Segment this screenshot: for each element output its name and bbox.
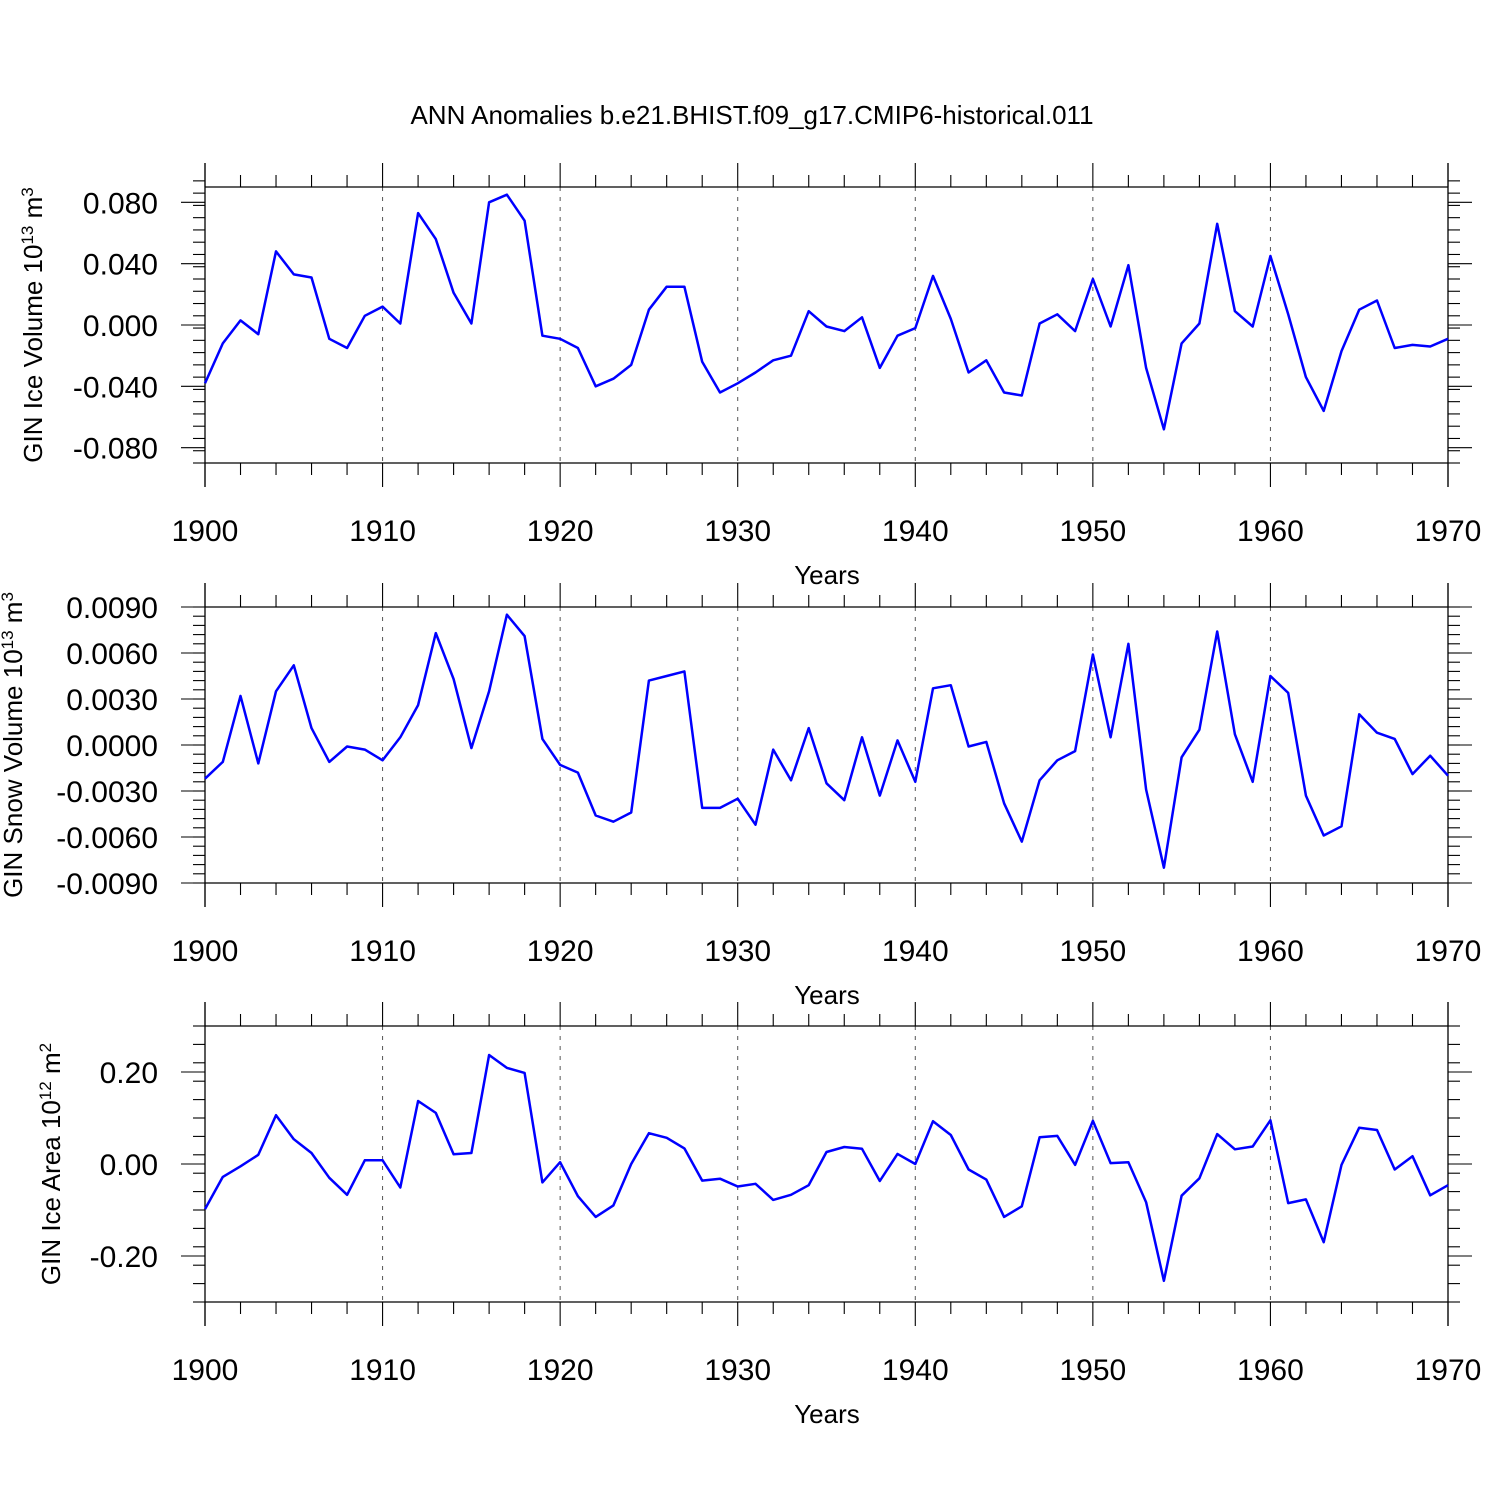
x-tick-label: 1910 [349, 1354, 416, 1387]
panel-ice-area: 1900 1910 1920 1930 1940 1950 1960 1970 Years 0.2… [36, 1002, 1482, 1429]
x-tick-label: 1970 [1415, 935, 1482, 968]
x-axis-title: Years [794, 980, 860, 1010]
y-axis-title-superscript: 2 [36, 1043, 55, 1052]
series-line-snow-volume [204, 613, 1449, 869]
x-tick-label: 1930 [704, 515, 771, 548]
y-axis-title: GIN Ice Volume 1013 m3 [18, 187, 49, 463]
y-tick-label: -0.0090 [56, 868, 158, 901]
x-tick-label: 1930 [704, 1354, 771, 1387]
y-tick-label: 0.040 [83, 249, 158, 282]
x-tick-label: 1970 [1415, 515, 1482, 548]
x-tick-label: 1940 [882, 515, 949, 548]
y-tick-label: 0.0090 [66, 592, 158, 625]
y-axis-title-text: m [36, 1052, 66, 1081]
chart-title: ANN Anomalies b.e21.BHIST.f09_g17.CMIP6-… [410, 100, 1093, 130]
x-tick-label: 1970 [1415, 1354, 1482, 1387]
y-axis-title-text: GIN Ice Volume 10 [18, 245, 48, 463]
y-axis-title-superscript: 13 [18, 226, 37, 245]
chart-panels: 1900 1910 1920 1930 1940 1950 1960 1970 Years 0.0… [0, 163, 1481, 1429]
panel-ice-volume: 1900 1910 1920 1930 1940 1950 1960 1970 Years 0.0… [18, 163, 1482, 590]
x-tick-label: 1950 [1059, 1354, 1126, 1387]
y-tick-label: -0.080 [73, 433, 158, 466]
x-tick-label: 1960 [1237, 935, 1304, 968]
x-tick-label: 1950 [1059, 935, 1126, 968]
y-tick-label: 0.20 [100, 1057, 158, 1090]
y-axis-title-text: m [0, 602, 28, 631]
y-tick-label: -0.040 [73, 371, 158, 404]
y-axis-title-text: GIN Snow Volume 10 [0, 649, 28, 898]
x-axis-title: Years [794, 560, 860, 590]
y-axis-title-text: m [18, 197, 48, 226]
x-tick-label: 1900 [172, 515, 239, 548]
y-tick-label: 0.000 [83, 310, 158, 343]
x-tick-label: 1910 [349, 935, 416, 968]
y-tick-label: 0.0000 [66, 730, 158, 763]
series-line-ice-area [203, 1053, 1449, 1283]
x-axis-title: Years [794, 1399, 860, 1429]
y-tick-label: 0.0060 [66, 638, 158, 671]
y-axis-title: GIN Ice Area 1012 m2 [36, 1043, 67, 1285]
y-axis-title-superscript: 3 [0, 592, 17, 601]
x-tick-label: 1940 [882, 1354, 949, 1387]
series-line-ice-volume [203, 193, 1449, 431]
x-tick-label: 1920 [527, 515, 594, 548]
panel-snow-volume: 1900 1910 1920 1930 1940 1950 1960 1970 Years 0.0… [0, 583, 1481, 1010]
y-tick-label: -0.0030 [56, 776, 158, 809]
y-tick-label: -0.0060 [56, 822, 158, 855]
x-tick-label: 1950 [1059, 515, 1126, 548]
y-tick-label: -0.20 [90, 1241, 158, 1274]
x-tick-label: 1910 [349, 515, 416, 548]
y-axis-title-superscript: 13 [0, 630, 17, 649]
x-tick-label: 1920 [527, 1354, 594, 1387]
x-tick-label: 1930 [704, 935, 771, 968]
y-tick-label: 0.080 [83, 187, 158, 220]
x-tick-label: 1900 [172, 935, 239, 968]
x-tick-label: 1900 [172, 1354, 239, 1387]
y-tick-label: 0.0030 [66, 684, 158, 717]
y-axis-title-superscript: 12 [36, 1081, 55, 1100]
x-tick-label: 1960 [1237, 1354, 1304, 1387]
x-tick-label: 1920 [527, 935, 594, 968]
y-axis-title-text: GIN Ice Area 10 [36, 1100, 66, 1285]
y-axis-title-superscript: 3 [18, 187, 37, 196]
x-tick-label: 1940 [882, 935, 949, 968]
y-tick-label: 0.00 [100, 1149, 158, 1182]
x-tick-label: 1960 [1237, 515, 1304, 548]
y-axis-title: GIN Snow Volume 1013 m3 [0, 592, 28, 898]
